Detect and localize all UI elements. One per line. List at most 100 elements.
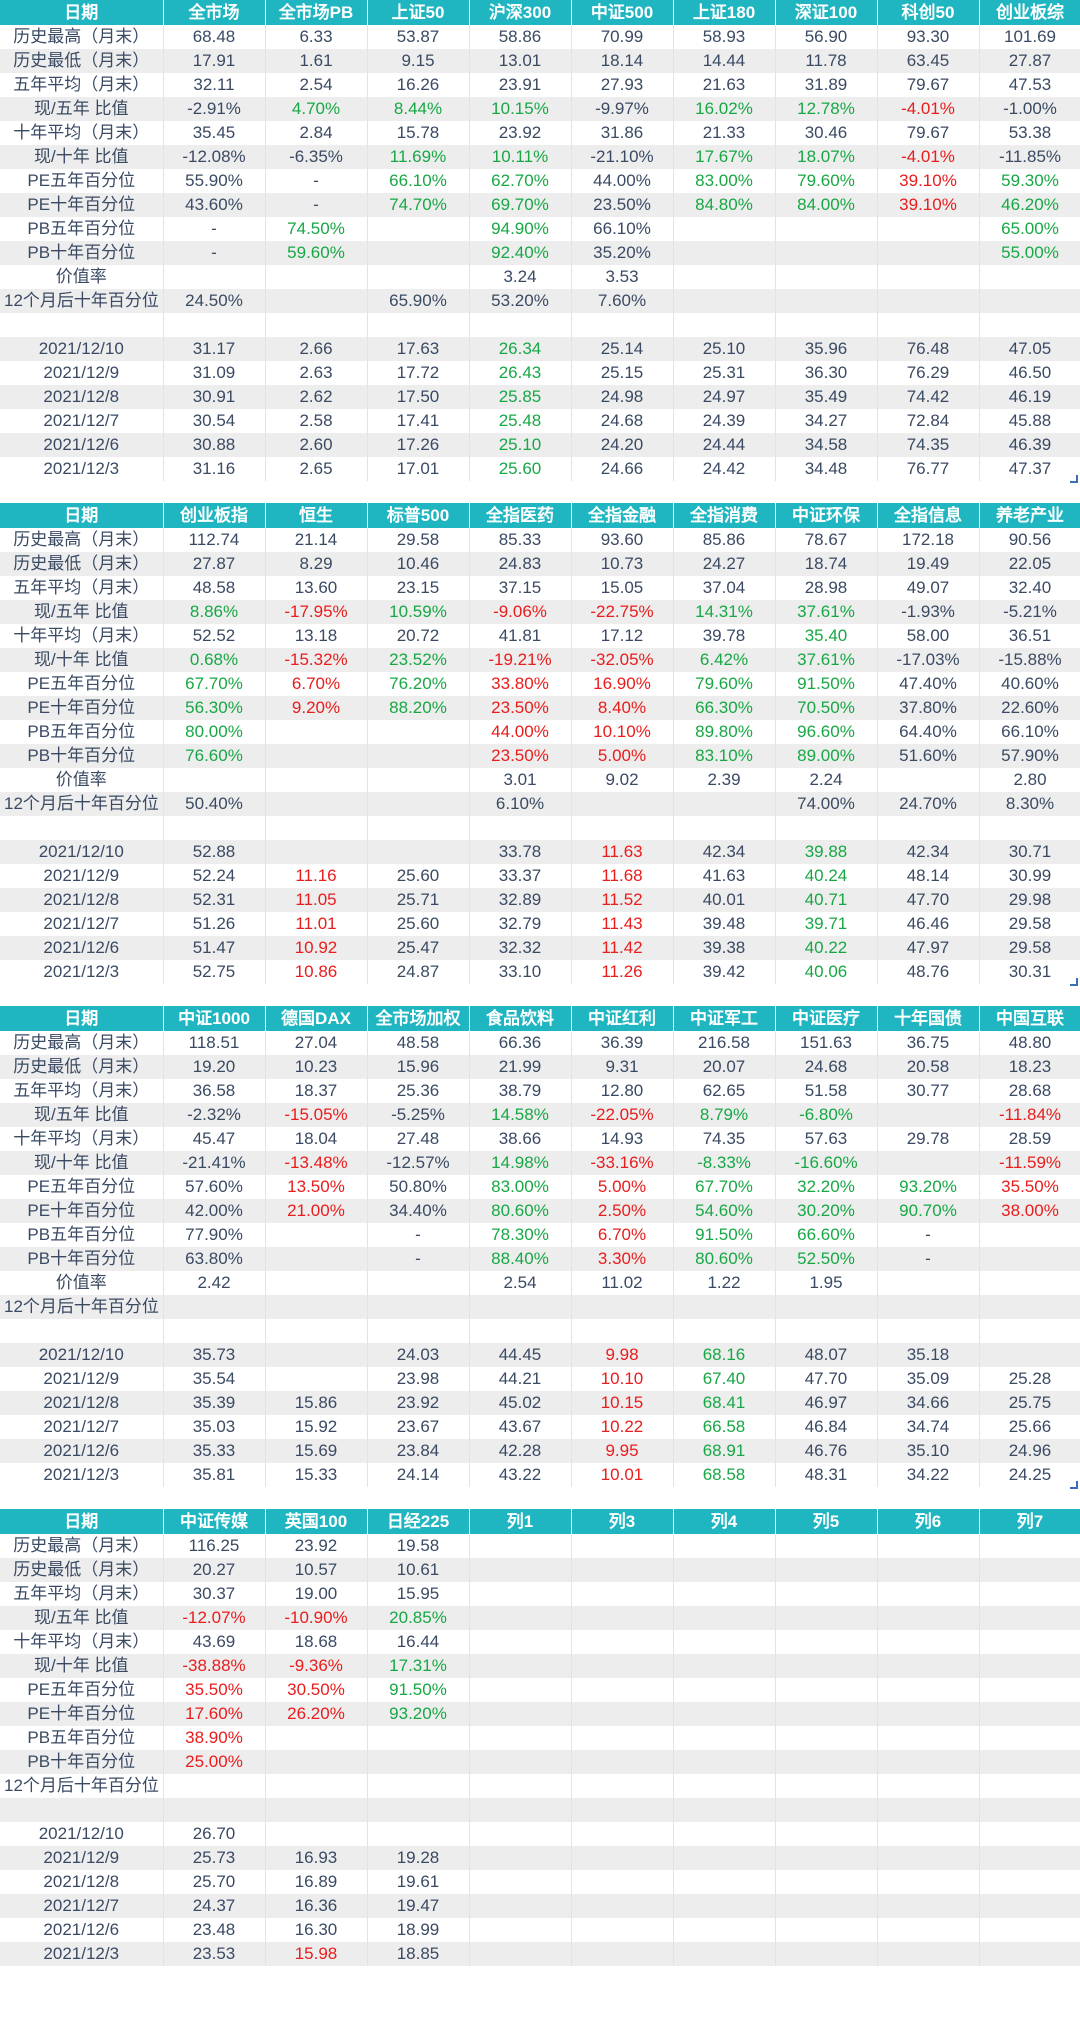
table-cell[interactable] [571,1798,674,1822]
table-cell[interactable]: 63.80% [163,1247,266,1271]
table-cell[interactable]: 91.50% [367,1678,470,1702]
table-cell[interactable]: 1.95 [775,1271,878,1295]
table-cell[interactable]: 90.56 [979,528,1080,552]
table-cell[interactable]: -15.05% [265,1103,368,1127]
table-cell[interactable]: 34.66 [877,1391,980,1415]
row-label[interactable]: 历史最高（月末） [0,1031,164,1055]
table-cell[interactable]: 48.07 [775,1343,878,1367]
table-cell[interactable]: 38.90% [163,1726,266,1750]
table-cell[interactable]: 45.47 [163,1127,266,1151]
table-cell[interactable] [265,1343,368,1367]
table-cell[interactable]: 2.39 [673,768,776,792]
table-cell[interactable]: -9.36% [265,1654,368,1678]
table-cell[interactable]: 30.54 [163,409,266,433]
table-cell[interactable]: 17.60% [163,1702,266,1726]
table-cell[interactable]: 48.14 [877,864,980,888]
table-cell[interactable]: 24.39 [673,409,776,433]
table-cell[interactable] [265,1271,368,1295]
table-cell[interactable]: 31.16 [163,457,266,481]
table-cell[interactable]: 28.59 [979,1127,1080,1151]
table-cell[interactable]: 16.02% [673,97,776,121]
table-cell[interactable]: 80.00% [163,720,266,744]
table-cell[interactable]: 51.60% [877,744,980,768]
column-header[interactable]: 列5 [775,1509,878,1534]
table-cell[interactable]: 40.71 [775,888,878,912]
table-cell[interactable] [775,217,878,241]
table-cell[interactable]: 34.58 [775,433,878,457]
table-cell[interactable]: 48.58 [367,1031,470,1055]
table-cell[interactable]: -11.84% [979,1103,1080,1127]
column-header[interactable]: 食品饮料 [469,1006,572,1031]
table-cell[interactable] [469,1750,572,1774]
table-cell[interactable]: -6.35% [265,145,368,169]
table-cell[interactable] [673,816,776,840]
table-cell[interactable] [469,1942,572,1966]
column-header[interactable]: 中证500 [571,0,674,25]
table-cell[interactable]: 6.42% [673,648,776,672]
table-cell[interactable]: 68.91 [673,1439,776,1463]
table-cell[interactable] [877,1870,980,1894]
table-cell[interactable] [775,265,878,289]
table-cell[interactable] [265,1247,368,1271]
table-cell[interactable]: 79.67 [877,121,980,145]
table-cell[interactable] [367,1774,470,1798]
table-cell[interactable] [571,1942,674,1966]
table-cell[interactable] [775,1319,878,1343]
table-cell[interactable]: 47.97 [877,936,980,960]
table-cell[interactable]: - [877,1223,980,1247]
table-cell[interactable]: -13.48% [265,1151,368,1175]
table-cell[interactable]: -19.21% [469,648,572,672]
table-cell[interactable] [877,1295,980,1319]
table-cell[interactable]: 35.50% [979,1175,1080,1199]
table-cell[interactable]: 10.92 [265,936,368,960]
table-cell[interactable]: 17.26 [367,433,470,457]
table-cell[interactable]: 53.20% [469,289,572,313]
table-cell[interactable]: 32.11 [163,73,266,97]
table-cell[interactable] [469,1702,572,1726]
row-label[interactable]: 历史最低（月末） [0,1558,164,1582]
column-header[interactable]: 标普500 [367,503,470,528]
table-cell[interactable]: 30.88 [163,433,266,457]
column-header[interactable]: 上证180 [673,0,776,25]
table-cell[interactable] [877,1630,980,1654]
table-cell[interactable]: 11.42 [571,936,674,960]
table-cell[interactable]: -11.59% [979,1151,1080,1175]
table-cell[interactable]: 32.79 [469,912,572,936]
table-cell[interactable]: 112.74 [163,528,266,552]
table-cell[interactable]: 39.42 [673,960,776,984]
table-cell[interactable]: 74.00% [775,792,878,816]
table-cell[interactable]: 79.60% [775,169,878,193]
table-cell[interactable]: 30.91 [163,385,266,409]
table-cell[interactable]: 51.58 [775,1079,878,1103]
table-cell[interactable]: 216.58 [673,1031,776,1055]
table-cell[interactable]: - [367,1223,470,1247]
table-cell[interactable]: 12.78% [775,97,878,121]
table-cell[interactable] [469,1894,572,1918]
table-cell[interactable] [265,1223,368,1247]
table-cell[interactable]: 66.10% [571,217,674,241]
table-cell[interactable] [265,792,368,816]
table-cell[interactable]: 10.11% [469,145,572,169]
table-cell[interactable]: 33.37 [469,864,572,888]
table-cell[interactable] [673,1702,776,1726]
table-cell[interactable]: 15.96 [367,1055,470,1079]
table-cell[interactable] [877,1798,980,1822]
table-cell[interactable] [877,1942,980,1966]
table-cell[interactable] [979,1846,1080,1870]
table-cell[interactable]: 50.80% [367,1175,470,1199]
column-header[interactable]: 创业板综 [979,0,1080,25]
table-cell[interactable]: 83.10% [673,744,776,768]
column-header[interactable]: 十年国债 [877,1006,980,1031]
table-cell[interactable]: 7.60% [571,289,674,313]
table-cell[interactable]: 43.22 [469,1463,572,1487]
table-cell[interactable]: -1.93% [877,600,980,624]
row-label[interactable]: 2021/12/6 [0,433,164,457]
table-cell[interactable]: 16.44 [367,1630,470,1654]
table-cell[interactable]: 9.15 [367,49,470,73]
table-cell[interactable]: 25.71 [367,888,470,912]
table-cell[interactable]: 24.25 [979,1463,1080,1487]
table-cell[interactable]: 66.10% [979,720,1080,744]
column-header[interactable]: 中证传媒 [163,1509,266,1534]
table-cell[interactable] [877,1558,980,1582]
table-cell[interactable]: 32.20% [775,1175,878,1199]
